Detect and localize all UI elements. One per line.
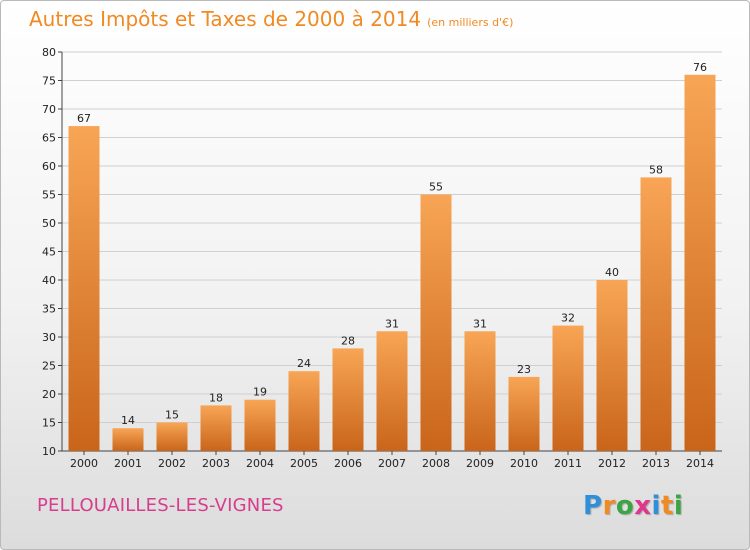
x-tick-label: 2001	[114, 457, 142, 470]
proxiti-logo: Proxiti	[583, 491, 683, 521]
x-tick-label: 2000	[70, 457, 98, 470]
y-tick-label: 60	[42, 160, 56, 173]
data-label: 67	[77, 112, 91, 125]
bar	[332, 348, 364, 451]
chart-title: Autres Impôts et Taxes de 2000 à 2014 (en…	[29, 7, 513, 31]
y-tick-label: 45	[42, 246, 56, 259]
y-tick-label: 40	[42, 274, 56, 287]
bar	[464, 331, 496, 451]
data-label: 24	[297, 357, 311, 370]
chart-title-main: Autres Impôts et Taxes de 2000 à 2014	[29, 7, 422, 31]
x-tick-label: 2003	[202, 457, 230, 470]
logo-letter: t	[660, 491, 674, 521]
data-label: 19	[253, 386, 267, 399]
data-label: 14	[121, 414, 135, 427]
data-label: 32	[561, 312, 575, 325]
bar	[112, 428, 144, 451]
bar	[508, 376, 540, 451]
x-tick-label: 2011	[554, 457, 582, 470]
bar	[640, 177, 672, 451]
logo-letter: P	[583, 491, 603, 521]
x-tick-label: 2002	[158, 457, 186, 470]
x-tick-label: 2013	[642, 457, 670, 470]
y-tick-label: 75	[42, 75, 56, 88]
y-tick-label: 30	[42, 331, 56, 344]
data-label: 18	[209, 391, 223, 404]
labels: 10 15 20 25 30 35 40 45 50 55 60 65 70 75 80 2000 67 2001…	[42, 46, 714, 470]
data-label: 15	[165, 409, 179, 422]
logo-letter: i	[651, 491, 661, 521]
data-label: 31	[473, 317, 487, 330]
bar	[68, 126, 100, 451]
bar	[156, 422, 188, 451]
bar	[552, 325, 584, 451]
y-tick-label: 55	[42, 189, 56, 202]
y-tick-label: 35	[42, 303, 56, 316]
x-tick-label: 2007	[378, 457, 406, 470]
x-tick-label: 2009	[466, 457, 494, 470]
logo-letter: o	[615, 491, 635, 521]
bars	[68, 74, 716, 452]
x-tick-label: 2014	[686, 457, 714, 470]
data-label: 23	[517, 363, 531, 376]
data-label: 40	[605, 266, 619, 279]
y-tick-label: 15	[42, 417, 56, 430]
x-tick-label: 2010	[510, 457, 538, 470]
y-tick-label: 50	[42, 217, 56, 230]
data-label: 28	[341, 334, 355, 347]
x-tick-label: 2004	[246, 457, 274, 470]
data-label: 31	[385, 317, 399, 330]
x-tick-label: 2005	[290, 457, 318, 470]
bar	[288, 371, 320, 451]
bar	[376, 331, 408, 451]
bar	[684, 74, 716, 452]
bar	[200, 405, 232, 451]
bar	[244, 399, 276, 451]
logo-letter: i	[673, 491, 684, 521]
data-label: 55	[429, 181, 443, 194]
chart-title-unit: (en milliers d'€)	[427, 16, 514, 29]
logo-letter: x	[634, 491, 652, 521]
bar	[596, 280, 628, 451]
data-label: 76	[693, 61, 707, 74]
commune-name: PELLOUAILLES-LES-VIGNES	[37, 495, 284, 516]
bar	[420, 194, 452, 451]
y-tick-label: 70	[42, 103, 56, 116]
y-tick-label: 20	[42, 388, 56, 401]
x-tick-label: 2012	[598, 457, 626, 470]
y-tick-label: 25	[42, 360, 56, 373]
x-tick-label: 2008	[422, 457, 450, 470]
logo-letter: r	[602, 491, 616, 521]
y-tick-label: 80	[42, 46, 56, 59]
y-tick-label: 65	[42, 132, 56, 145]
x-tick-label: 2006	[334, 457, 362, 470]
data-label: 58	[649, 163, 663, 176]
y-tick-label: 10	[42, 445, 56, 458]
